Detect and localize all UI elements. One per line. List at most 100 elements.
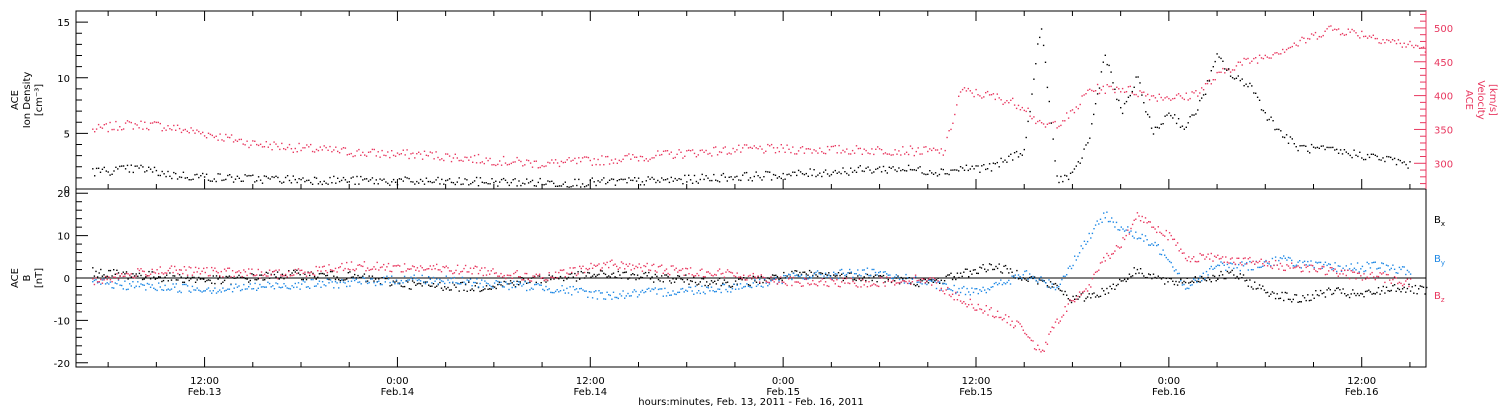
density-series-point	[959, 166, 962, 168]
series-bz-point	[924, 282, 926, 284]
series-bz-point	[389, 270, 391, 272]
series-bx-point	[259, 274, 261, 276]
series-by-point	[717, 288, 719, 290]
series-by-point	[736, 284, 738, 286]
series-bz-point	[689, 267, 692, 269]
density-series-point	[531, 179, 534, 182]
series-bx-point	[985, 270, 987, 273]
series-by-point	[863, 269, 865, 271]
series-bx-point	[886, 277, 888, 279]
density-series-point	[817, 174, 819, 176]
velocity-series-point	[570, 160, 572, 162]
x-axis-title: hours:minutes, Feb. 13, 2011 - Feb. 16, …	[638, 397, 863, 408]
velocity-series-point	[661, 153, 663, 156]
series-by-point	[593, 291, 595, 293]
series-bx-point	[927, 282, 930, 284]
density-series-point	[873, 171, 875, 173]
series-by-point	[158, 282, 160, 284]
series-bz-point	[272, 271, 274, 273]
velocity-series-point	[952, 122, 954, 124]
velocity-series-point	[635, 156, 638, 158]
velocity-series-point	[1195, 90, 1197, 92]
velocity-series-point	[699, 149, 701, 152]
velocity-series-point	[713, 146, 715, 149]
density-series-point	[1220, 57, 1222, 60]
density-series-point	[321, 183, 323, 186]
series-by-point	[1162, 249, 1164, 251]
series-by-point	[281, 286, 284, 288]
series-by-point	[591, 297, 594, 299]
velocity-series-point	[1040, 122, 1043, 124]
series-bz-point	[464, 264, 467, 267]
velocity-series-point	[1318, 35, 1320, 38]
velocity-series-point	[961, 88, 964, 91]
series-bx-point	[1154, 276, 1156, 279]
series-bx-point	[386, 277, 388, 280]
series-bx-point	[1416, 293, 1418, 295]
series-by-point	[1027, 278, 1029, 280]
series-bz-point	[474, 265, 476, 267]
density-series-point	[229, 174, 231, 176]
series-by-point	[734, 288, 737, 290]
series-by-point	[542, 288, 544, 291]
series-by-point	[725, 288, 727, 291]
series-by-point	[524, 281, 526, 283]
velocity-series-point	[1208, 79, 1211, 81]
series-bz-point	[1170, 234, 1172, 237]
velocity-series-point	[460, 159, 462, 162]
series-bx-point	[1292, 298, 1294, 301]
series-by-point	[1030, 277, 1032, 279]
series-bz-point	[910, 283, 912, 285]
series-bz-point	[1212, 260, 1214, 262]
series-bx-point	[439, 281, 441, 284]
density-series-point	[431, 181, 433, 184]
series-bx-point	[509, 280, 512, 282]
series-bz-point	[334, 267, 337, 270]
series-bx-point	[1244, 280, 1246, 282]
series-by-point	[410, 276, 412, 278]
series-by-point	[1045, 282, 1047, 284]
series-bx-point	[571, 272, 573, 275]
series-by-point	[823, 275, 825, 277]
velocity-series-point	[441, 158, 443, 160]
series-by-point	[365, 280, 367, 282]
series-by-point	[847, 272, 849, 274]
x-tick-labels: 12:00Feb.130:00Feb.1412:00Feb.140:00Feb.…	[188, 376, 1379, 398]
velocity-series-point	[313, 151, 316, 153]
velocity-series-point	[973, 95, 975, 98]
series-bx-point	[246, 278, 248, 280]
series-bz-point	[167, 269, 169, 272]
series-bz-point	[516, 270, 518, 272]
series-bz-point	[1271, 267, 1274, 270]
velocity-series-point	[450, 160, 453, 163]
density-series-point	[433, 181, 435, 183]
density-series-point	[1199, 99, 1201, 102]
series-bz-point	[1342, 273, 1344, 275]
velocity-series-point	[431, 152, 433, 154]
series-bz-point	[527, 278, 529, 280]
series-by-point	[347, 280, 349, 283]
series-bz-point	[456, 264, 459, 266]
series-bx-point	[1371, 293, 1373, 295]
series-bz-point	[183, 266, 186, 268]
density-series-point	[1121, 112, 1124, 115]
velocity-series-point	[522, 165, 524, 167]
series-bz-point	[339, 266, 341, 268]
density-series-point	[146, 170, 148, 172]
series-bz-point	[898, 282, 901, 284]
series-by-point	[283, 283, 285, 285]
series-by-point	[1051, 283, 1053, 285]
series-bz-point	[751, 277, 753, 279]
series-by-point	[495, 280, 497, 282]
density-series-point	[1189, 116, 1191, 118]
series-bx-point	[876, 281, 878, 283]
density-series-point	[1285, 134, 1288, 136]
series-by-point	[170, 288, 173, 290]
series-by-point	[686, 290, 689, 292]
series-bx-point	[1070, 301, 1073, 304]
series-bx-point	[1374, 293, 1376, 295]
series-bz-point	[601, 267, 603, 269]
series-bx-point	[288, 270, 290, 272]
density-series-point	[288, 179, 291, 182]
series-by-point	[841, 268, 843, 271]
